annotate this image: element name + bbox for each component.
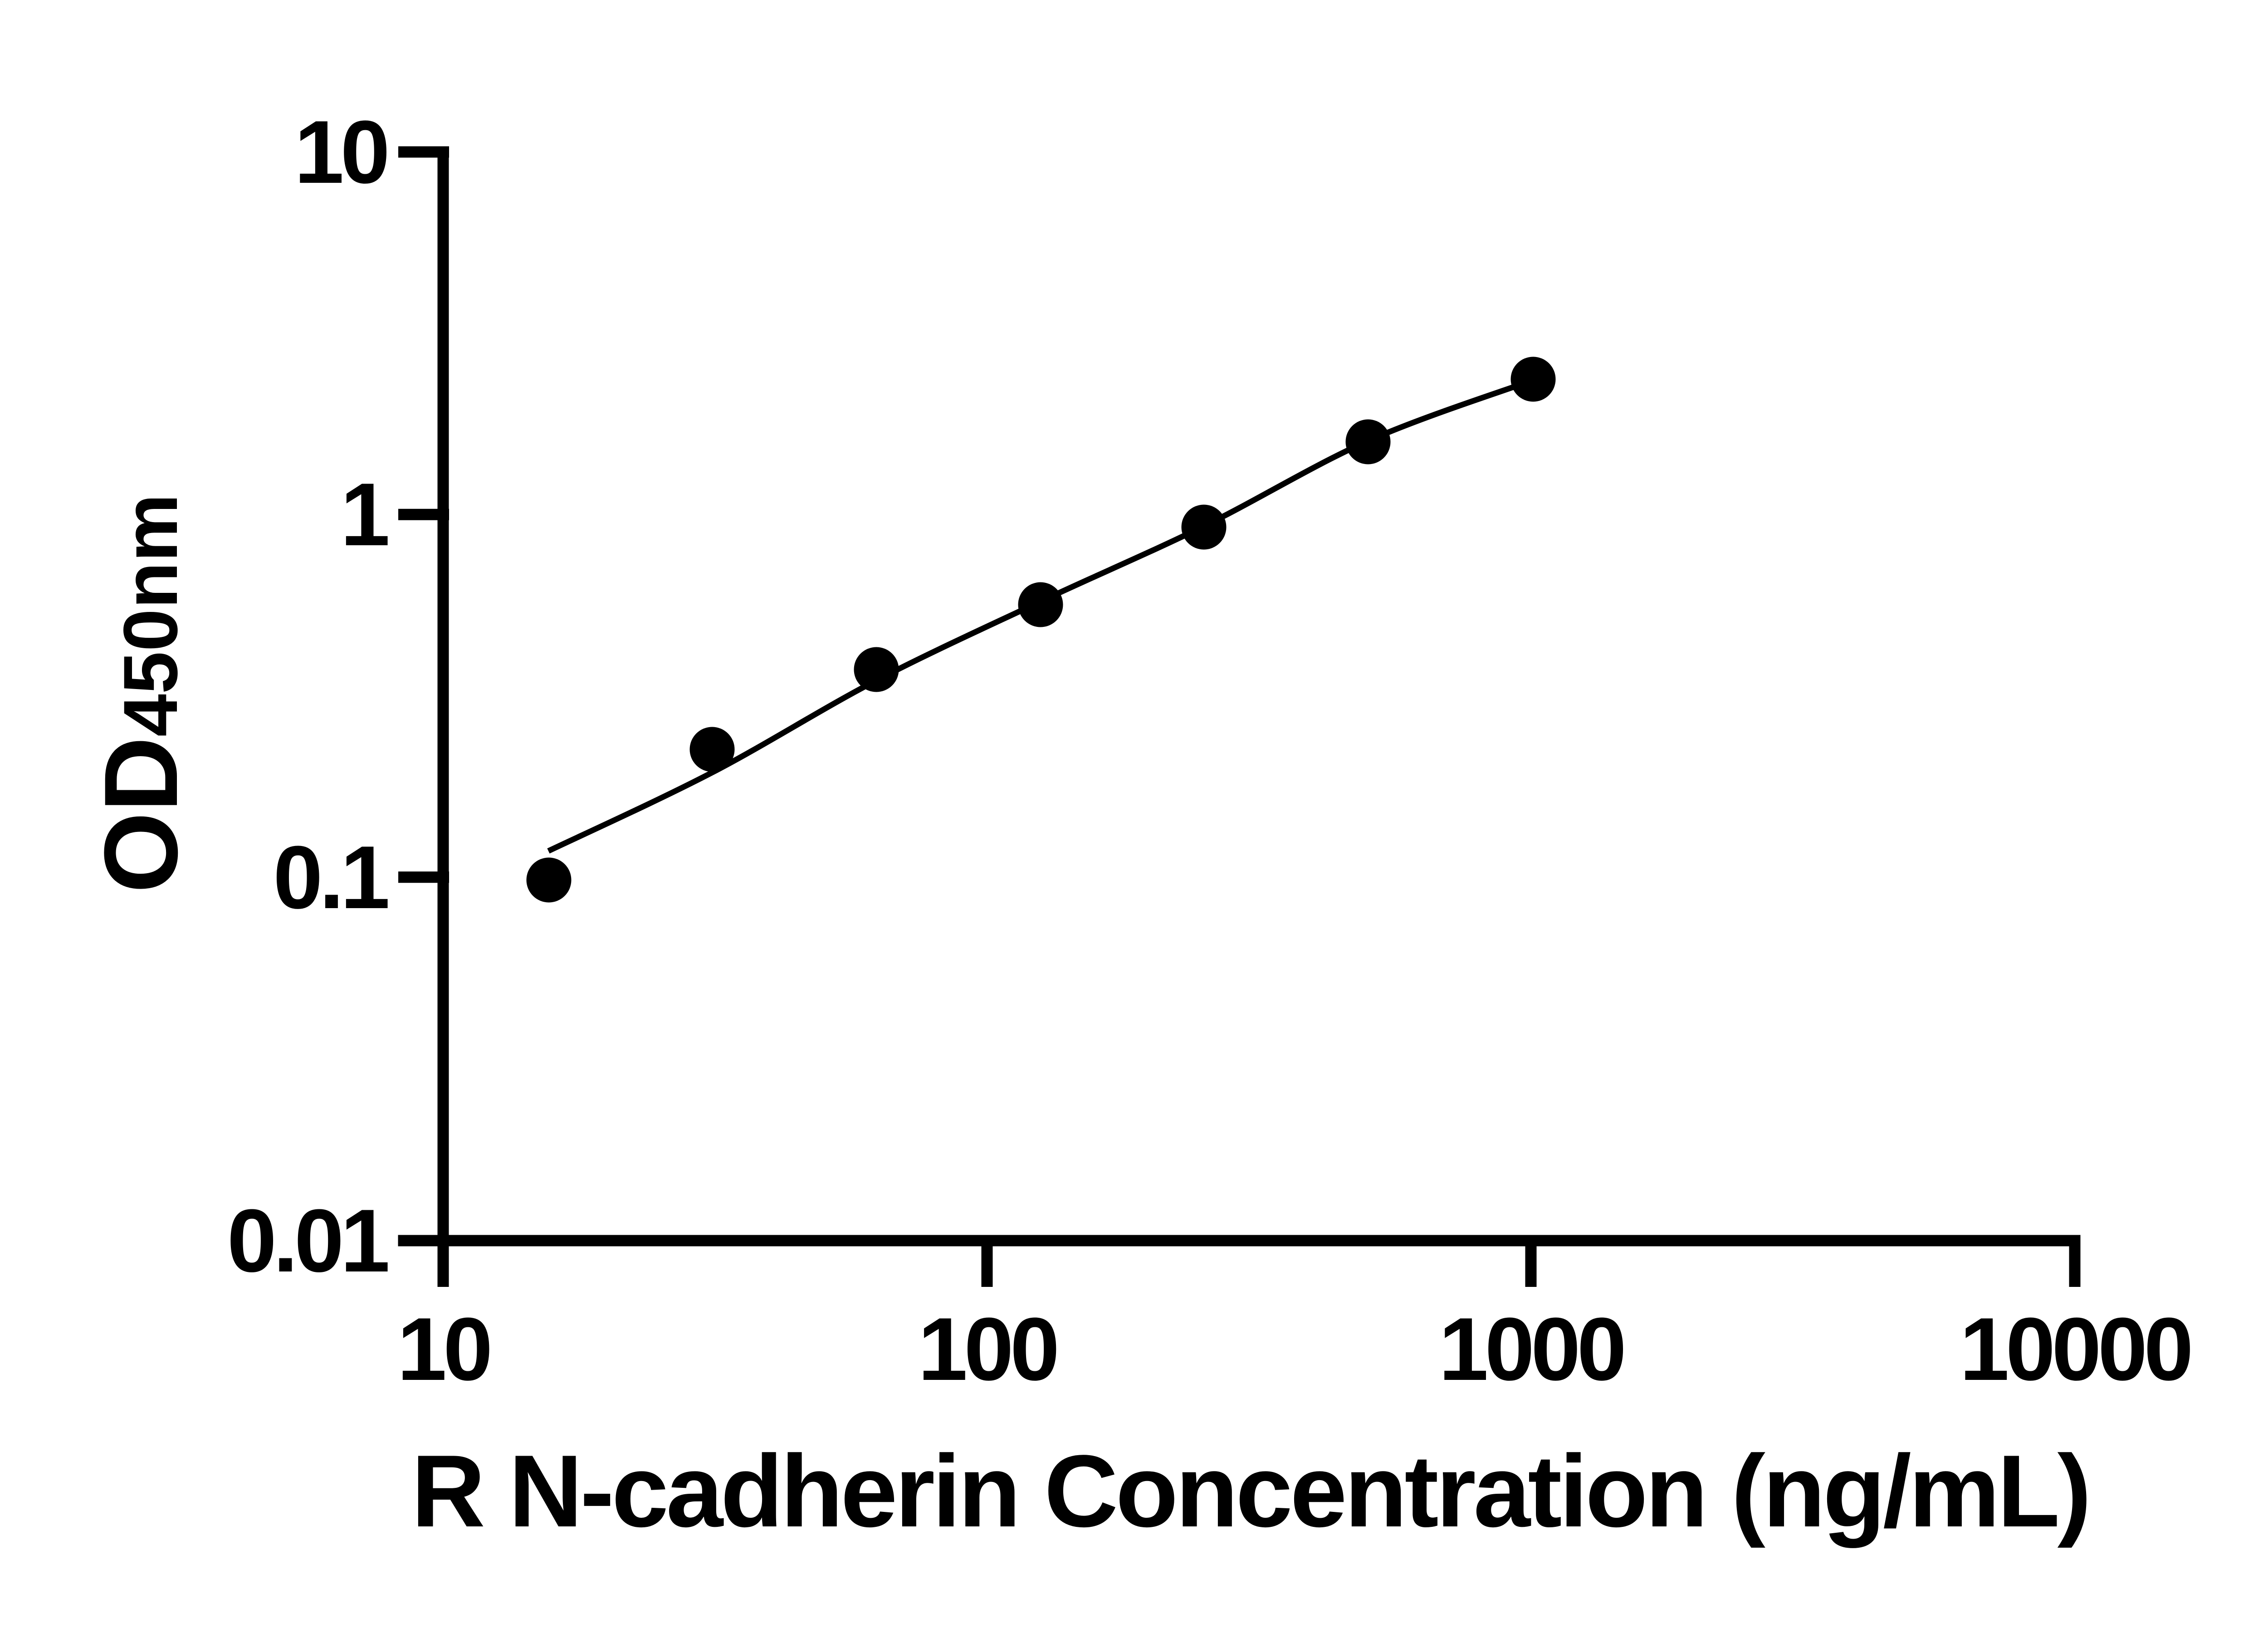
svg-text:0.1: 0.1 — [273, 827, 388, 927]
svg-text:100: 100 — [918, 1299, 1056, 1399]
svg-text:R N-cadherin Concentration (ng: R N-cadherin Concentration (ng/mL) — [411, 1433, 2089, 1548]
svg-text:10: 10 — [294, 102, 387, 202]
svg-text:10: 10 — [397, 1299, 489, 1399]
svg-text:1: 1 — [340, 464, 388, 564]
svg-text:0.01: 0.01 — [227, 1191, 388, 1291]
svg-text:1000: 1000 — [1439, 1299, 1623, 1399]
svg-text:10000: 10000 — [1960, 1299, 2190, 1399]
